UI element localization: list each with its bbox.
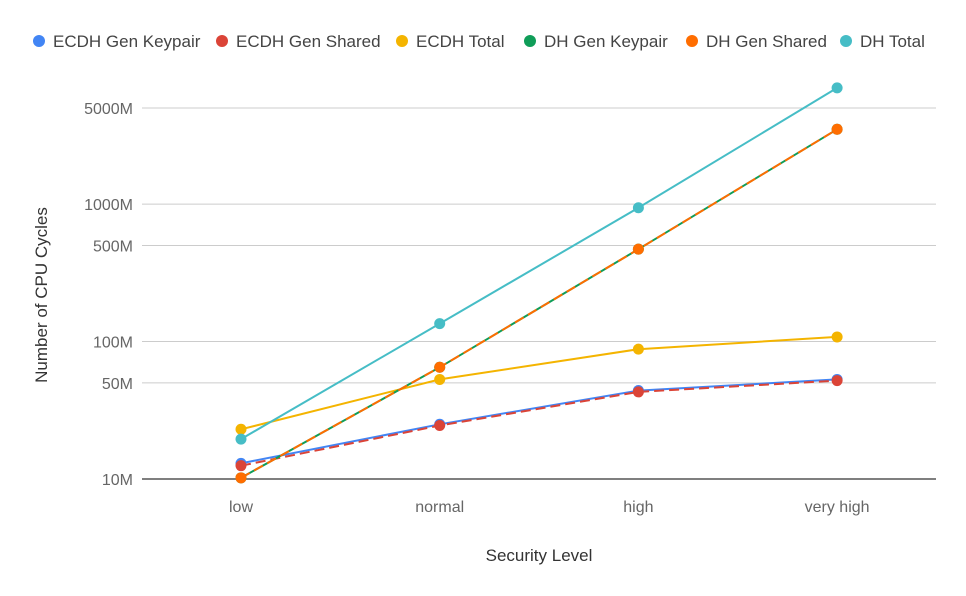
- x-tick-label: high: [623, 499, 653, 516]
- series-line-3: [240, 335, 838, 431]
- y-tick-label: 500M: [93, 238, 133, 255]
- y-tick-label: 1000M: [84, 197, 133, 214]
- series-line-5: [240, 128, 838, 479]
- data-point-series-5: [235, 472, 247, 484]
- legend-entry: ECDH Gen Keypair: [53, 32, 201, 51]
- y-tick-label: 100M: [93, 335, 133, 352]
- y-tick-label: 5000M: [84, 101, 133, 118]
- series-line-4: [240, 128, 838, 479]
- data-point-series-3: [831, 331, 843, 343]
- data-point-series-2: [831, 375, 843, 387]
- series-lines: [240, 87, 838, 479]
- data-point-series-2: [434, 420, 446, 432]
- x-tick-label: normal: [415, 499, 464, 516]
- legend-marker: [686, 35, 698, 47]
- x-axis-ticks: low normal high very high: [229, 499, 870, 516]
- legend-marker: [216, 35, 228, 47]
- series-points: [235, 82, 843, 484]
- legend-entry: DH Total: [860, 32, 925, 51]
- data-point-series-3: [434, 373, 446, 385]
- legend-entry: DH Gen Keypair: [544, 32, 668, 51]
- data-point-series-6: [831, 82, 843, 94]
- legend-entry: DH Gen Shared: [706, 32, 827, 51]
- data-point-series-2: [632, 386, 644, 398]
- y-tick-label: 50M: [102, 376, 133, 393]
- data-point-series-6: [632, 202, 644, 214]
- legend-marker: [524, 35, 536, 47]
- y-axis-title: Number of CPU Cycles: [32, 207, 51, 383]
- legend: ECDH Gen Keypair ECDH Gen Shared ECDH Tota…: [33, 32, 925, 51]
- data-point-series-5: [632, 243, 644, 255]
- data-point-series-6: [434, 318, 446, 330]
- data-point-series-5: [831, 123, 843, 135]
- x-tick-label: low: [229, 499, 253, 516]
- x-tick-label: very high: [805, 499, 870, 516]
- data-point-series-3: [632, 343, 644, 355]
- data-point-series-6: [235, 433, 247, 445]
- data-point-series-3: [235, 423, 247, 435]
- data-point-series-2: [235, 460, 247, 472]
- x-axis-title: Security Level: [486, 546, 593, 565]
- data-point-series-5: [434, 361, 446, 373]
- legend-marker: [396, 35, 408, 47]
- series-line-1: [240, 378, 838, 465]
- legend-marker: [33, 35, 45, 47]
- series-line-6: [240, 87, 838, 440]
- y-axis-ticks: 10M 50M 100M 500M 1000M 5000M: [84, 101, 133, 489]
- legend-entry: ECDH Total: [416, 32, 505, 51]
- series-line-2: [240, 379, 838, 467]
- y-tick-label: 10M: [102, 472, 133, 489]
- legend-marker: [840, 35, 852, 47]
- legend-entry: ECDH Gen Shared: [236, 32, 381, 51]
- gridlines: [142, 107, 936, 480]
